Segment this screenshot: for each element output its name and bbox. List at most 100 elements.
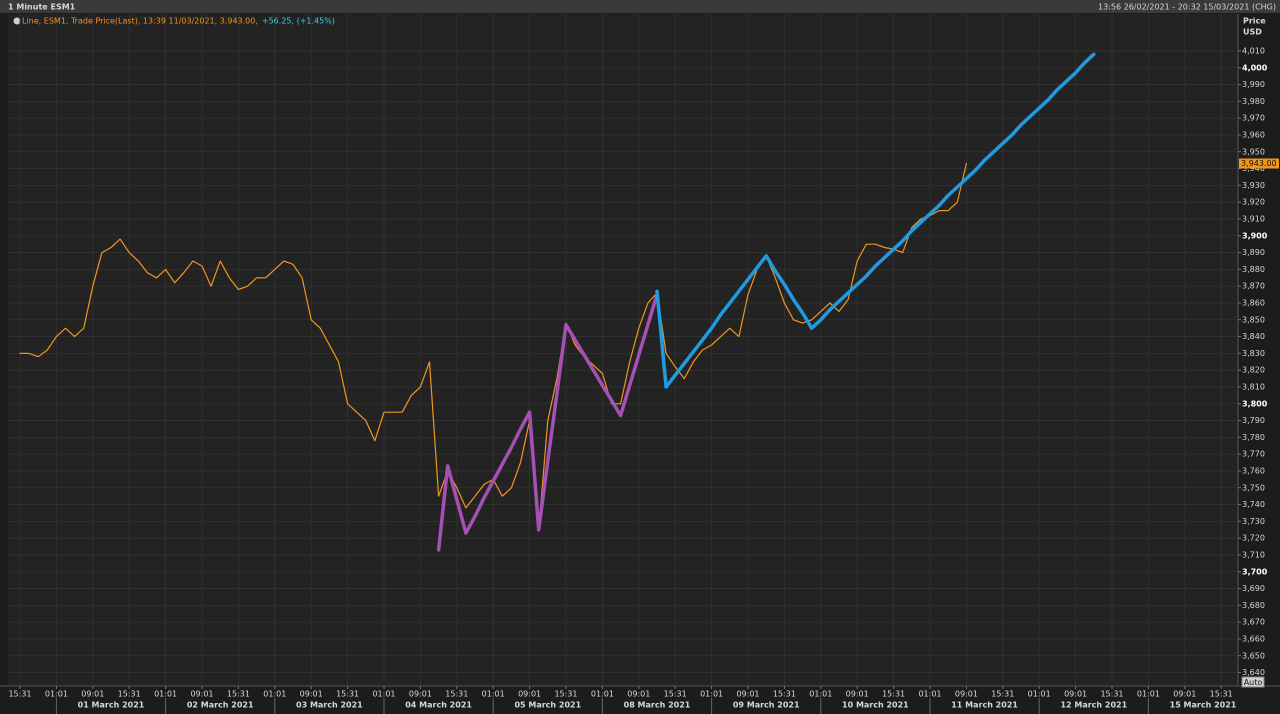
y-tick-label: 3,660 xyxy=(1242,634,1265,643)
y-axis-unit: USD xyxy=(1243,28,1262,37)
x-tick-label: 09:01 xyxy=(1173,690,1196,699)
date-label: 05 March 2021 xyxy=(514,701,581,710)
x-tick-label: 15:31 xyxy=(664,690,687,699)
y-tick-label: 4,000 xyxy=(1242,63,1268,72)
y-tick-label: 3,970 xyxy=(1242,114,1265,123)
y-tick-label: 3,900 xyxy=(1242,231,1268,240)
x-tick-label: 09:01 xyxy=(846,690,869,699)
y-tick-label: 3,730 xyxy=(1242,517,1265,526)
x-tick-label: 01:01 xyxy=(591,690,614,699)
y-tick-label: 3,960 xyxy=(1242,130,1265,139)
y-tick-label: 3,920 xyxy=(1242,198,1265,207)
y-tick-label: 3,760 xyxy=(1242,466,1265,475)
x-tick-label: 15:31 xyxy=(1210,690,1233,699)
x-tick-label: 15:31 xyxy=(118,690,141,699)
x-tick-label: 09:01 xyxy=(81,690,104,699)
y-tick-label: 3,820 xyxy=(1242,366,1265,375)
series-line xyxy=(436,292,659,552)
x-tick-label: 09:01 xyxy=(409,690,432,699)
y-tick-label: 4,010 xyxy=(1242,46,1265,55)
x-tick-label: 15:31 xyxy=(445,690,468,699)
x-tick-label: 15:31 xyxy=(882,690,905,699)
series-line xyxy=(655,52,1096,389)
x-tick-label: 01:01 xyxy=(263,690,286,699)
y-tick-label: 3,890 xyxy=(1242,248,1265,257)
date-label: 15 March 2021 xyxy=(1170,701,1237,710)
y-tick-label: 3,670 xyxy=(1242,618,1265,627)
last-value-label: 3,943.00 xyxy=(1241,159,1277,168)
y-tick-label: 3,930 xyxy=(1242,181,1265,190)
x-tick-label: 01:01 xyxy=(918,690,941,699)
x-tick-label: 09:01 xyxy=(627,690,650,699)
y-tick-label: 3,690 xyxy=(1242,584,1265,593)
x-tick-label: 15:31 xyxy=(336,690,359,699)
x-tick-label: 09:01 xyxy=(300,690,323,699)
x-tick-label: 09:01 xyxy=(955,690,978,699)
y-tick-label: 3,860 xyxy=(1242,298,1265,307)
auto-button[interactable] xyxy=(1241,676,1265,688)
change-label: +56.25, (+1.45%) xyxy=(262,17,335,26)
legend-icon xyxy=(13,17,21,25)
date-label: 03 March 2021 xyxy=(296,701,363,710)
x-tick-label: 15:31 xyxy=(1100,690,1123,699)
range-label: 13:56 26/02/2021 - 20:32 15/03/2021 (CHG… xyxy=(1098,3,1276,12)
y-tick-label: 3,790 xyxy=(1242,416,1265,425)
y-tick-label: 3,740 xyxy=(1242,500,1265,509)
date-label: 12 March 2021 xyxy=(1060,701,1127,710)
y-tick-label: 3,750 xyxy=(1242,483,1265,492)
y-tick-label: 3,990 xyxy=(1242,80,1265,89)
y-tick-label: 3,880 xyxy=(1242,265,1265,274)
x-tick-label: 15:31 xyxy=(773,690,796,699)
y-tick-label: 3,940 xyxy=(1242,164,1265,173)
y-tick-label: 3,700 xyxy=(1242,567,1268,576)
auto-button-label[interactable]: Auto xyxy=(1244,678,1263,687)
x-tick-label: 01:01 xyxy=(809,690,832,699)
y-tick-label: 3,650 xyxy=(1242,651,1265,660)
x-tick-label: 15:31 xyxy=(554,690,577,699)
x-tick-label: 09:01 xyxy=(190,690,213,699)
y-tick-label: 3,870 xyxy=(1242,282,1265,291)
x-tick-label: 09:01 xyxy=(1064,690,1087,699)
y-tick-label: 3,710 xyxy=(1242,550,1265,559)
plot-area xyxy=(8,14,1238,686)
date-label: 10 March 2021 xyxy=(842,701,909,710)
y-tick-label: 3,800 xyxy=(1242,399,1268,408)
x-tick-label: 09:01 xyxy=(518,690,541,699)
date-label: 08 March 2021 xyxy=(624,701,691,710)
y-tick-label: 3,950 xyxy=(1242,147,1265,156)
last-value-tag xyxy=(1239,158,1279,169)
y-tick-label: 3,780 xyxy=(1242,433,1265,442)
y-tick-label: 3,720 xyxy=(1242,534,1265,543)
x-tick-label: 01:01 xyxy=(154,690,177,699)
date-label: 04 March 2021 xyxy=(405,701,472,710)
header-bar xyxy=(0,0,1280,13)
x-tick-label: 01:01 xyxy=(700,690,723,699)
x-tick-label: 01:01 xyxy=(372,690,395,699)
y-tick-label: 3,810 xyxy=(1242,382,1265,391)
x-tick-label: 09:01 xyxy=(736,690,759,699)
legend-entry: Line, ESM1, Trade Price(Last), 13:39 11/… xyxy=(22,17,258,26)
date-label: 11 March 2021 xyxy=(951,701,1018,710)
date-label: 01 March 2021 xyxy=(78,701,145,710)
y-axis-label: Price xyxy=(1243,17,1266,26)
y-tick-label: 3,830 xyxy=(1242,349,1265,358)
date-label: 09 March 2021 xyxy=(733,701,800,710)
y-tick-label: 3,680 xyxy=(1242,601,1265,610)
x-tick-label: 15:31 xyxy=(227,690,250,699)
date-label: 02 March 2021 xyxy=(187,701,254,710)
y-tick-label: 3,770 xyxy=(1242,450,1265,459)
x-tick-label: 15:31 xyxy=(8,690,31,699)
x-tick-label: 01:01 xyxy=(1137,690,1160,699)
x-tick-label: 01:01 xyxy=(482,690,505,699)
x-tick-label: 01:01 xyxy=(1028,690,1051,699)
y-tick-label: 3,840 xyxy=(1242,332,1265,341)
y-tick-label: 3,640 xyxy=(1242,668,1265,677)
y-tick-label: 3,850 xyxy=(1242,315,1265,324)
x-tick-label: 15:31 xyxy=(991,690,1014,699)
y-tick-label: 3,980 xyxy=(1242,97,1265,106)
y-tick-label: 3,910 xyxy=(1242,214,1265,223)
x-tick-label: 01:01 xyxy=(45,690,68,699)
chart-title: 1 Minute ESM1 xyxy=(8,3,76,12)
